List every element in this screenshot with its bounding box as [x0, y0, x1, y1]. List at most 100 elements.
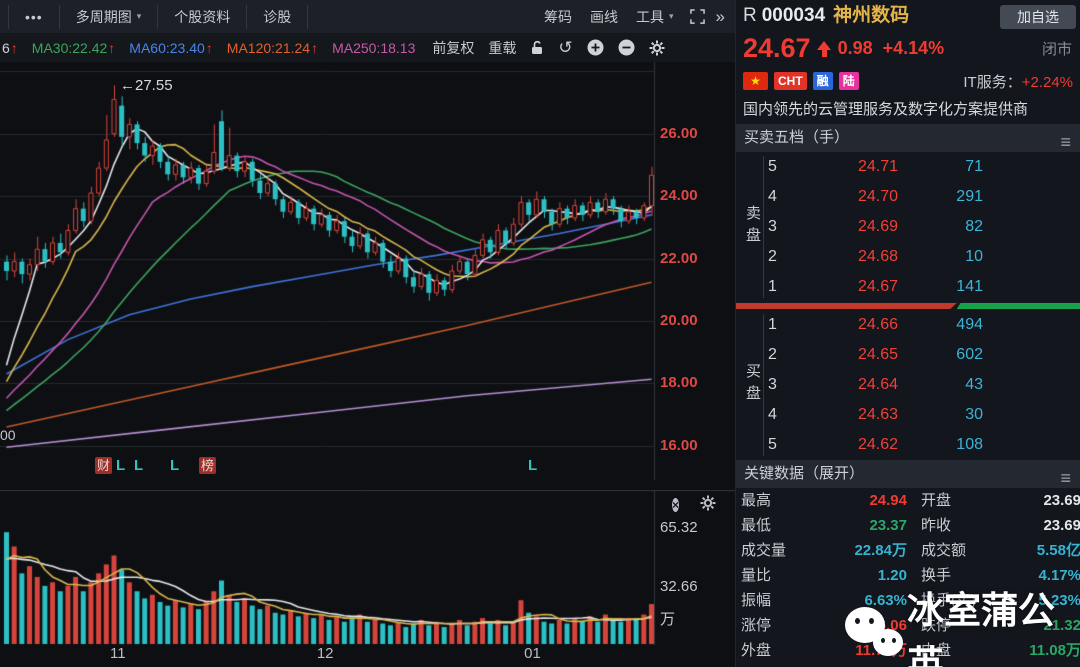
sell-ratio-segment	[736, 303, 957, 309]
price-tick-label: 24.00	[660, 187, 698, 205]
volume-tick-label: 65.32	[660, 519, 698, 536]
ma-label-fragment: 6	[2, 39, 10, 56]
undo-icon[interactable]: ↺	[551, 38, 579, 58]
axis-label-fragment: 00	[0, 427, 16, 443]
cht-badge: CHT	[774, 72, 807, 90]
fullscreen-icon[interactable]	[683, 9, 712, 24]
reload-button[interactable]: 重载	[481, 38, 523, 58]
bid-pr: 24.65	[857, 346, 898, 363]
bid-row[interactable]: 5 24.62 108	[736, 430, 1080, 460]
ask-row[interactable]: 3 24.69 82	[736, 212, 1080, 242]
add-watchlist-button[interactable]: 加自选	[1000, 5, 1076, 29]
collapse-panel-icon[interactable]: »	[715, 6, 725, 26]
event-marker-L[interactable]: L	[134, 457, 144, 474]
ma-indicator-bar: 6 ↑ MA30:22.42 ↑ MA60:23.40 ↑ MA120:21.24 ↑ …	[0, 33, 735, 62]
bid-qty: 108	[956, 436, 983, 453]
ask-row[interactable]: 4 24.70 291	[736, 182, 1080, 212]
stat-value: 11.76万	[855, 642, 907, 659]
close-volume-icon[interactable]: ×	[672, 498, 680, 512]
stat-value: 5.58亿	[1036, 542, 1080, 559]
bid-pr: 24.62	[857, 436, 898, 453]
stat-value: 21.32	[1043, 617, 1080, 634]
key-data-row: 成交量 22.84万 成交额 5.58亿	[736, 538, 1080, 563]
lock-icon[interactable]	[523, 40, 551, 55]
stock-info-label: 个股资料	[174, 8, 231, 25]
tools-label: 工具	[636, 8, 664, 25]
key-data-title: 关键数据（展开）	[744, 465, 865, 482]
event-marker-L[interactable]: L	[528, 457, 538, 474]
settings-gear-icon[interactable]	[642, 40, 672, 56]
ask-row[interactable]: 2 24.68 10	[736, 242, 1080, 272]
time-tick-label: 12	[316, 645, 334, 662]
bid-row[interactable]: 4 24.63 30	[736, 400, 1080, 430]
event-marker-L[interactable]: L	[170, 457, 180, 474]
stock-name: 神州数码	[833, 5, 910, 26]
sector-change: +2.24%	[1021, 73, 1073, 91]
ask-qty: 82	[965, 218, 983, 235]
stat-label: 开盘	[921, 492, 952, 509]
zoom-out-icon[interactable]	[611, 39, 642, 56]
volume-settings-gear-icon[interactable]	[700, 495, 716, 516]
diagnose-label: 诊股	[263, 8, 292, 25]
sector-link[interactable]: IT服务：+2.24%	[963, 71, 1073, 92]
market-status: 闭市	[1041, 40, 1072, 58]
more-menu-button[interactable]: •••	[8, 4, 60, 29]
bid-row[interactable]: 1 24.66 494	[736, 310, 1080, 340]
ask-lv: 2	[768, 248, 777, 265]
peak-annotation: ←27.55	[120, 77, 173, 95]
stat-value: 23.69	[1043, 517, 1080, 534]
event-marker-L[interactable]: L	[116, 457, 126, 474]
key-data-row: 最低 23.37 昨收 23.69	[736, 513, 1080, 538]
menu-icon[interactable]: ≡	[1060, 468, 1071, 488]
up-arrow-icon: ↑	[311, 39, 319, 56]
multi-period-button[interactable]: 多周期图 ▾	[60, 4, 159, 29]
bid-lv: 3	[768, 376, 777, 393]
stat-label: 内盘	[921, 642, 952, 659]
stock-info-button[interactable]: 个股资料	[158, 4, 248, 29]
chips-button[interactable]: 筹码	[535, 7, 581, 27]
candlestick-chart[interactable]	[0, 62, 735, 480]
ma250-label: MA250:18.13	[332, 39, 416, 56]
menu-icon[interactable]: ≡	[1060, 132, 1071, 152]
ask-row[interactable]: 1 24.67 141	[736, 272, 1080, 302]
bid-lv: 1	[768, 316, 777, 333]
chevron-down-icon: ▾	[136, 11, 142, 21]
margin-badge: 融	[812, 72, 833, 90]
ask-qty: 71	[965, 158, 983, 175]
draw-line-button[interactable]: 画线	[581, 7, 627, 27]
volume-tick-label: 32.66	[660, 577, 698, 595]
tools-button[interactable]: 工具 ▾	[627, 7, 683, 27]
ma120-label: MA120:21.24	[226, 39, 311, 56]
bid-qty: 30	[965, 406, 983, 423]
forward-adjust-button[interactable]: 前复权	[425, 38, 481, 58]
bid-row[interactable]: 2 24.65 602	[736, 340, 1080, 370]
stat-value: 6.63%	[864, 592, 907, 609]
diagnose-button[interactable]: 诊股	[247, 4, 309, 29]
buy-ratio-segment	[956, 303, 1080, 309]
last-price: 24.67	[743, 32, 811, 63]
up-arrow-icon: ↑	[10, 39, 18, 56]
bid-lv: 2	[768, 346, 777, 363]
ask-lv: 5	[768, 158, 777, 175]
ask-row[interactable]: 5 24.71 71	[736, 152, 1080, 182]
margin-flag: R	[743, 5, 757, 26]
stat-label: 换手(实)	[921, 592, 976, 609]
volume-chart[interactable]	[0, 490, 735, 645]
key-data-header: 关键数据（展开） ≡	[736, 460, 1080, 488]
sell-side-label: 卖盘	[744, 205, 761, 249]
event-marker-榜[interactable]: 榜	[199, 457, 216, 474]
up-arrow-icon: ↑	[205, 39, 213, 56]
bid-row[interactable]: 3 24.64 43	[736, 370, 1080, 400]
chart-toolbar: ••• 多周期图 ▾ 个股资料 诊股 筹码 画线 工具 ▾ »	[0, 0, 735, 34]
stat-label: 最低	[741, 517, 772, 534]
zoom-in-icon[interactable]	[580, 39, 611, 56]
chart-column: ••• 多周期图 ▾ 个股资料 诊股 筹码 画线 工具 ▾ »	[0, 0, 735, 662]
bid-pr: 24.66	[857, 316, 898, 333]
stat-label: 换手	[921, 567, 952, 584]
stat-label: 跌停	[921, 617, 952, 634]
event-marker-财[interactable]: 财	[95, 457, 112, 474]
buy-sell-ratio-bar	[736, 302, 1080, 310]
stat-label: 涨停	[741, 617, 772, 634]
stat-value: 5.23%	[1038, 592, 1080, 609]
time-tick-label: 01	[524, 645, 541, 662]
